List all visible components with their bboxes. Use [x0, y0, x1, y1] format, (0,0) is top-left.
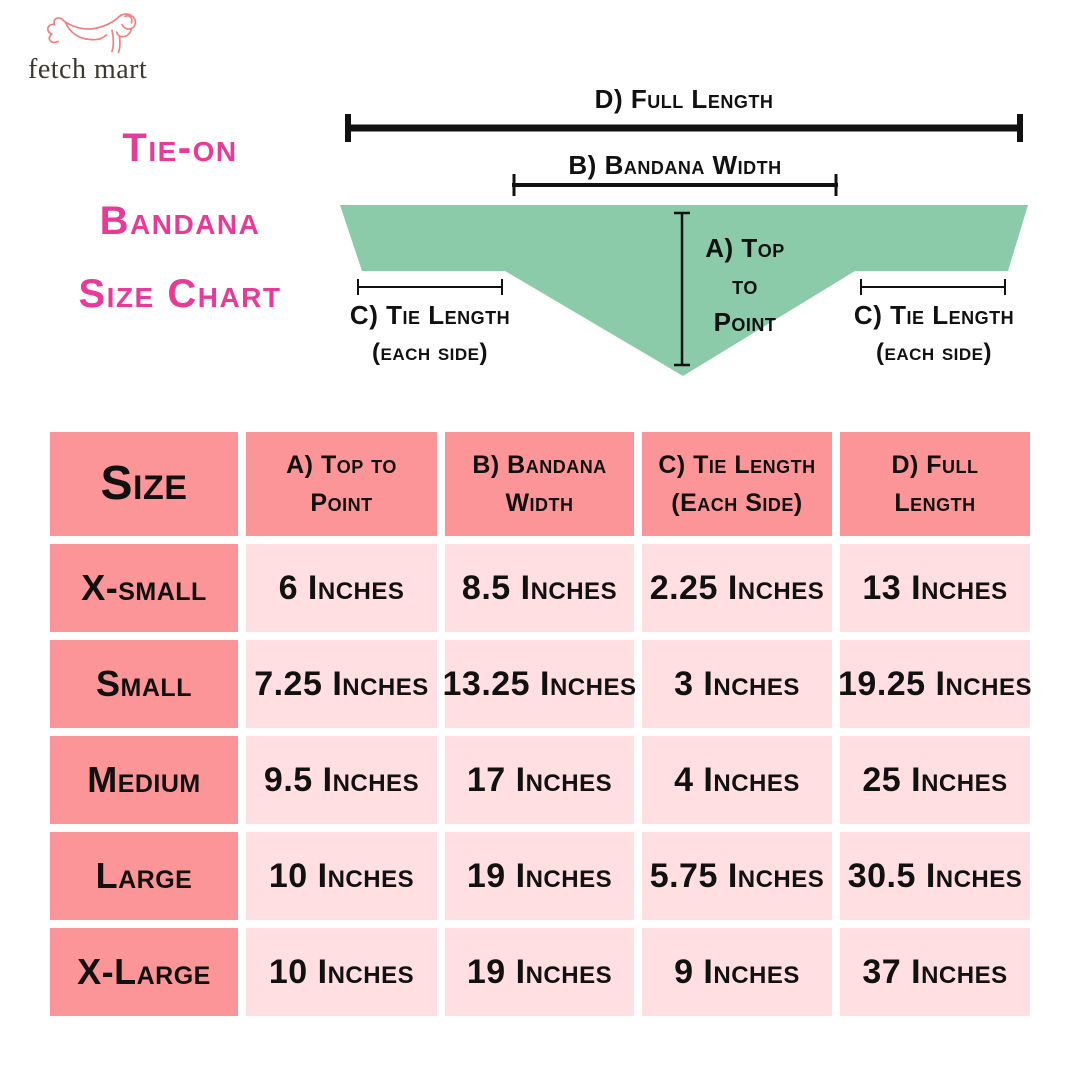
tie-length-label-sub: (each side): [876, 339, 992, 366]
page-title-line: Tie-on: [122, 126, 238, 170]
value-cell: 13.25 Inches: [443, 640, 636, 728]
value-cell: 2.25 Inches: [642, 544, 832, 632]
value-cell: 19.25 Inches: [838, 640, 1032, 728]
top-to-point-measure-line: [674, 211, 690, 367]
value-cell: 3 Inches: [642, 640, 832, 728]
value-cell: 9.5 Inches: [246, 736, 437, 824]
size-cell: X-Large: [50, 928, 238, 1016]
value-cell: 10 Inches: [246, 928, 437, 1016]
value-cell: 19 Inches: [445, 832, 634, 920]
header-text: Length: [894, 489, 976, 517]
size-cell: Medium: [50, 736, 238, 824]
header-text: C) Tie Length: [658, 451, 816, 479]
bandana-width-measure-line: [512, 174, 838, 196]
brand-name: fetch mart: [28, 54, 148, 85]
tie-length-label-text: C) Tie Length: [853, 300, 1015, 330]
top-to-point-label-line: Point: [713, 307, 777, 337]
page-title-line: Size Chart: [78, 272, 282, 316]
header-cell-full-length: D) Full Length: [840, 432, 1030, 536]
bandana-shape: [340, 205, 1028, 376]
bandana-diagram-graphics: [340, 114, 1028, 376]
size-cell: Small: [50, 640, 238, 728]
tie-length-label-text: C) Tie Length: [349, 300, 511, 330]
value-cell: 4 Inches: [642, 736, 832, 824]
value-cell: 30.5 Inches: [840, 832, 1030, 920]
tie-length-left-label: C) Tie Length (each side): [350, 297, 510, 371]
size-cell: X-small: [50, 544, 238, 632]
value-cell: 6 Inches: [246, 544, 437, 632]
size-cell: Large: [50, 832, 238, 920]
header-cell-size: Size: [50, 432, 238, 536]
value-cell: 9 Inches: [642, 928, 832, 1016]
tie-length-left-measure-line: [357, 279, 503, 295]
tie-length-right-measure-line: [860, 279, 1006, 295]
header-cell-top-to-point: A) Top to Point: [246, 432, 437, 536]
header-text: B) Bandana: [472, 451, 607, 479]
value-cell: 5.75 Inches: [642, 832, 832, 920]
header-cell-bandana-width: B) Bandana Width: [445, 432, 634, 536]
top-to-point-label-line: A) Top: [705, 233, 785, 263]
page-title: Tie-on Bandana Size Chart: [20, 112, 340, 331]
value-cell: 19 Inches: [445, 928, 634, 1016]
value-cell: 7.25 Inches: [246, 640, 437, 728]
header-text: (Each Side): [671, 489, 803, 517]
full-length-label: D) Full Length: [594, 84, 774, 114]
top-to-point-label: A) Top to Point: [705, 230, 785, 341]
value-cell: 10 Inches: [246, 832, 437, 920]
bandana-diagram: D) Full Length B) Bandana Width A) Top t…: [330, 75, 1050, 390]
value-cell: 37 Inches: [840, 928, 1030, 1016]
page-title-line: Bandana: [99, 199, 261, 243]
header-text: Point: [310, 489, 373, 517]
bandana-width-label: B) Bandana Width: [568, 150, 782, 180]
header-cell-tie-length: C) Tie Length (Each Side): [642, 432, 832, 536]
tie-length-right-label: C) Tie Length (each side): [854, 297, 1014, 371]
header-text: Size: [100, 457, 188, 510]
value-cell: 13 Inches: [840, 544, 1030, 632]
dog-logo-icon: [40, 8, 158, 58]
header-text: Width: [505, 489, 574, 517]
tie-length-label-sub: (each side): [372, 339, 488, 366]
value-cell: 17 Inches: [445, 736, 634, 824]
top-to-point-label-line: to: [732, 270, 758, 300]
value-cell: 8.5 Inches: [445, 544, 634, 632]
header-text: A) Top to: [286, 451, 397, 479]
value-cell: 25 Inches: [840, 736, 1030, 824]
size-table: Size A) Top to Point B) Bandana Width C)…: [50, 432, 1032, 1016]
dog-line-art: [47, 13, 137, 54]
header-text: D) Full: [891, 451, 979, 479]
full-length-measure-line: [345, 114, 1023, 142]
